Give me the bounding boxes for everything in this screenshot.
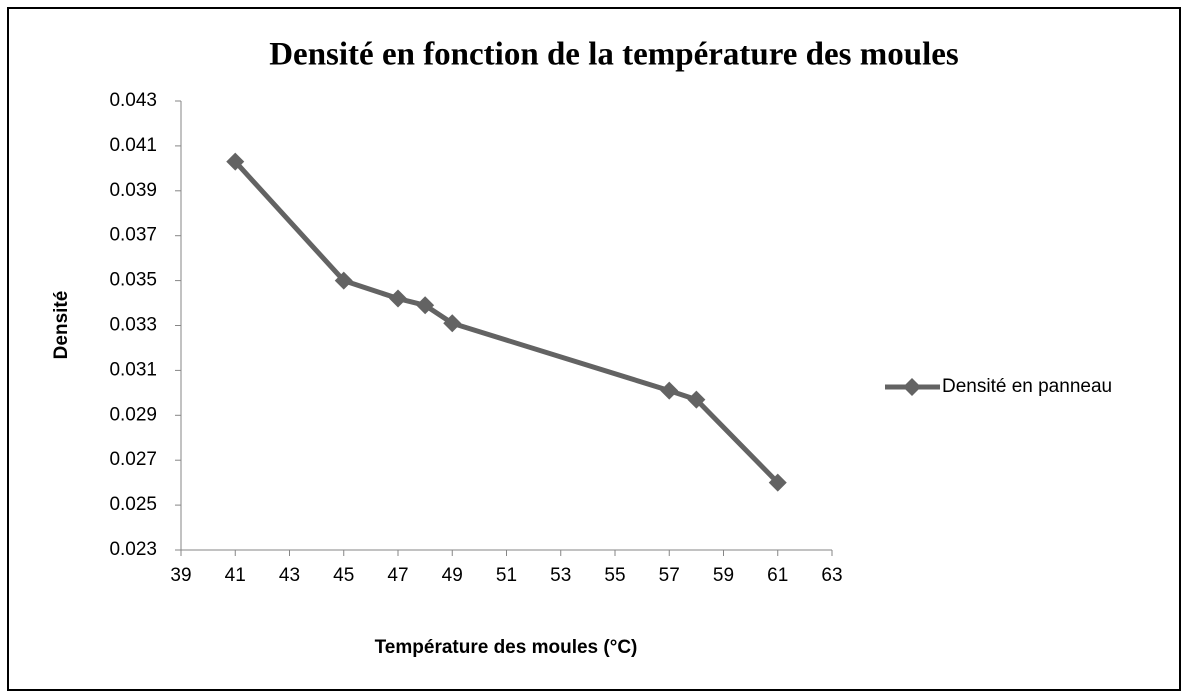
- x-tick-label: 47: [387, 565, 408, 586]
- y-tick-label: 0.043: [109, 90, 157, 111]
- data-point: [226, 152, 245, 171]
- x-tick-label: 41: [225, 565, 246, 586]
- legend-label: Densité en panneau: [942, 376, 1112, 397]
- data-point: [389, 289, 407, 308]
- y-axis-title: Densité: [51, 291, 72, 360]
- y-tick-label: 0.031: [109, 359, 157, 380]
- y-tick-label: 0.033: [109, 315, 157, 336]
- y-tick-label: 0.025: [109, 494, 157, 515]
- data-point: [660, 381, 679, 400]
- x-tick-label: 57: [659, 565, 680, 586]
- x-tick-label: 51: [496, 565, 517, 586]
- x-axis-title: Température des moules (°C): [375, 637, 638, 658]
- y-tick-label: 0.041: [109, 135, 157, 156]
- chart-title: Densité en fonction de la température de…: [269, 37, 959, 73]
- y-tick-label: 0.035: [109, 270, 157, 291]
- x-tick-label: 49: [442, 565, 463, 586]
- data-point: [334, 271, 353, 290]
- y-tick-label: 0.029: [109, 404, 157, 425]
- x-tick-label: 61: [767, 565, 788, 586]
- x-tick-label: 53: [550, 565, 571, 586]
- data-point: [443, 314, 462, 333]
- x-tick-label: 63: [821, 565, 842, 586]
- chart-frame: [7, 7, 1181, 691]
- data-point: [768, 473, 787, 492]
- x-tick-label: 39: [170, 565, 191, 586]
- y-tick-label: 0.037: [109, 225, 157, 246]
- data-point: [687, 390, 706, 409]
- y-tick-label: 0.039: [109, 180, 157, 201]
- x-tick-label: 55: [604, 565, 625, 586]
- x-tick-label: 59: [713, 565, 734, 586]
- legend-marker: [903, 378, 921, 396]
- y-tick-label: 0.027: [109, 449, 157, 470]
- x-tick-label: 45: [333, 565, 354, 586]
- x-tick-label: 43: [279, 565, 300, 586]
- y-tick-label: 0.023: [109, 539, 157, 560]
- data-point: [416, 296, 435, 315]
